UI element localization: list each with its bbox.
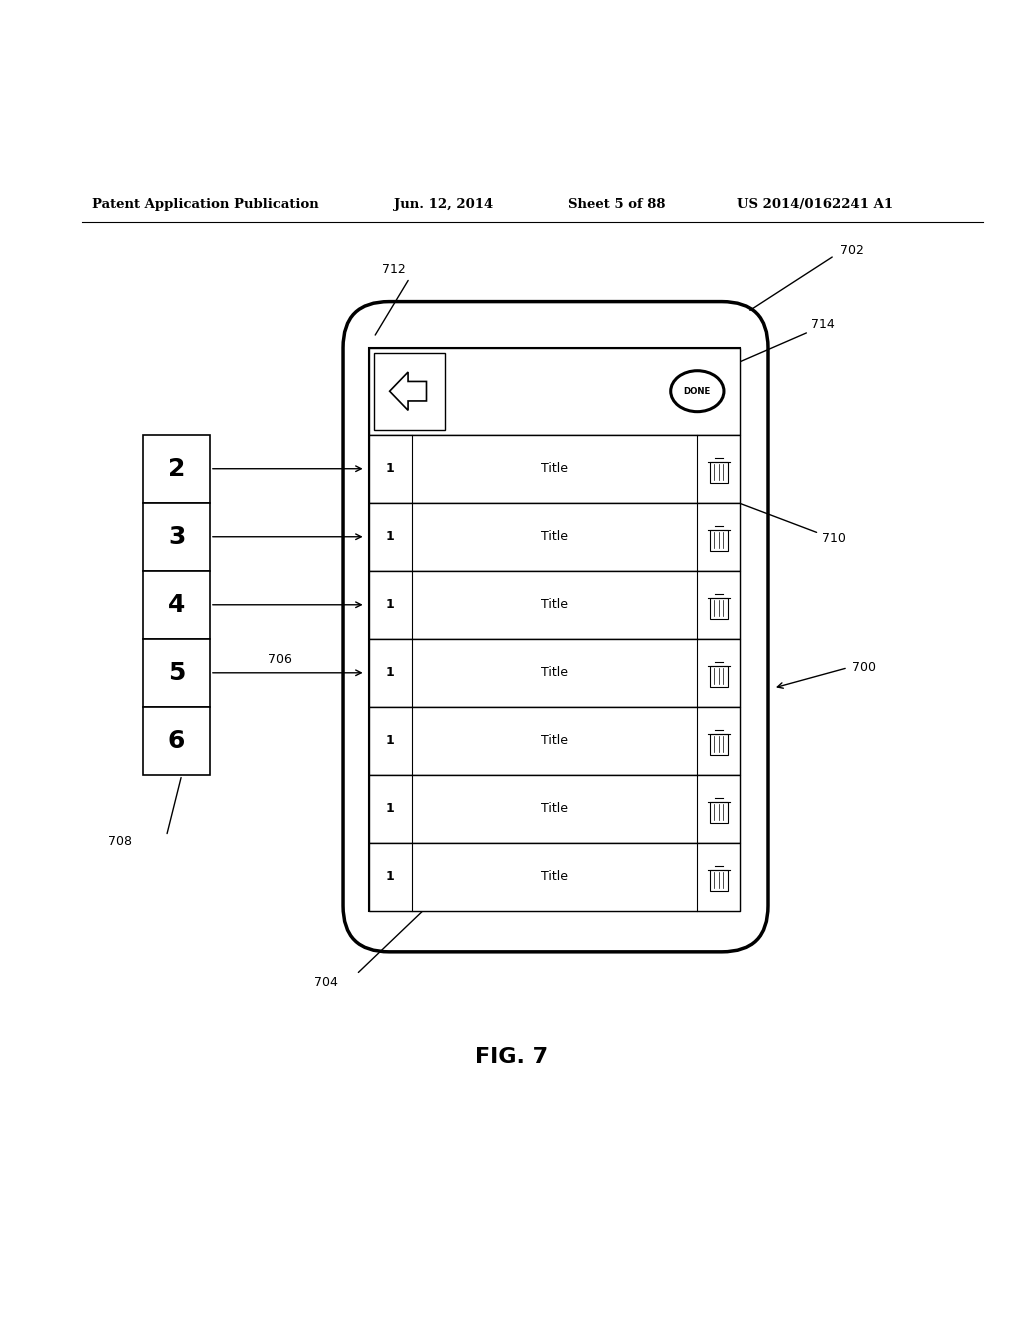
Text: 700: 700 bbox=[852, 661, 876, 675]
Text: DONE: DONE bbox=[684, 387, 711, 396]
Text: 1: 1 bbox=[386, 531, 394, 544]
Text: FIG. 7: FIG. 7 bbox=[475, 1047, 549, 1068]
Text: 704: 704 bbox=[313, 975, 338, 989]
Polygon shape bbox=[389, 372, 427, 411]
Text: 3: 3 bbox=[168, 525, 185, 549]
Text: 6: 6 bbox=[168, 729, 185, 752]
Text: 706: 706 bbox=[268, 652, 292, 665]
Text: 1: 1 bbox=[386, 803, 394, 816]
Text: 5: 5 bbox=[168, 661, 185, 685]
Text: Title: Title bbox=[541, 598, 568, 611]
Text: Title: Title bbox=[541, 531, 568, 544]
Text: 1: 1 bbox=[386, 734, 394, 747]
Bar bbox=[710, 665, 728, 688]
Bar bbox=[143, 570, 210, 639]
Text: Sheet 5 of 88: Sheet 5 of 88 bbox=[568, 198, 666, 211]
Text: 702: 702 bbox=[840, 244, 863, 257]
Text: 714: 714 bbox=[811, 318, 835, 331]
Text: Title: Title bbox=[541, 667, 568, 680]
Bar bbox=[143, 434, 210, 503]
Text: 708: 708 bbox=[109, 834, 132, 847]
Bar bbox=[369, 706, 740, 775]
Bar bbox=[369, 843, 740, 911]
Bar bbox=[369, 434, 740, 503]
Bar bbox=[369, 503, 740, 570]
Text: Title: Title bbox=[541, 462, 568, 475]
Bar bbox=[710, 801, 728, 824]
Bar bbox=[369, 347, 740, 434]
Text: 1: 1 bbox=[386, 870, 394, 883]
Bar bbox=[143, 639, 210, 706]
Bar bbox=[710, 598, 728, 619]
Text: 712: 712 bbox=[382, 264, 407, 276]
Bar bbox=[143, 706, 210, 775]
Bar bbox=[369, 570, 740, 639]
Text: Jun. 12, 2014: Jun. 12, 2014 bbox=[394, 198, 494, 211]
Text: 2: 2 bbox=[168, 457, 185, 480]
Text: 4: 4 bbox=[168, 593, 185, 616]
Bar bbox=[369, 775, 740, 843]
FancyBboxPatch shape bbox=[343, 301, 768, 952]
Bar bbox=[710, 462, 728, 483]
Bar bbox=[374, 352, 445, 429]
Text: Title: Title bbox=[541, 870, 568, 883]
Bar bbox=[143, 503, 210, 570]
Text: 1: 1 bbox=[386, 462, 394, 475]
Ellipse shape bbox=[671, 371, 724, 412]
Text: 1: 1 bbox=[386, 598, 394, 611]
Text: 710: 710 bbox=[822, 532, 846, 545]
Bar bbox=[710, 734, 728, 755]
Text: 1: 1 bbox=[386, 667, 394, 680]
Bar bbox=[710, 870, 728, 891]
Text: Title: Title bbox=[541, 734, 568, 747]
Bar bbox=[369, 639, 740, 706]
Text: US 2014/0162241 A1: US 2014/0162241 A1 bbox=[737, 198, 893, 211]
Bar bbox=[369, 347, 740, 911]
Bar bbox=[710, 529, 728, 550]
Text: Title: Title bbox=[541, 803, 568, 816]
Text: Patent Application Publication: Patent Application Publication bbox=[92, 198, 318, 211]
